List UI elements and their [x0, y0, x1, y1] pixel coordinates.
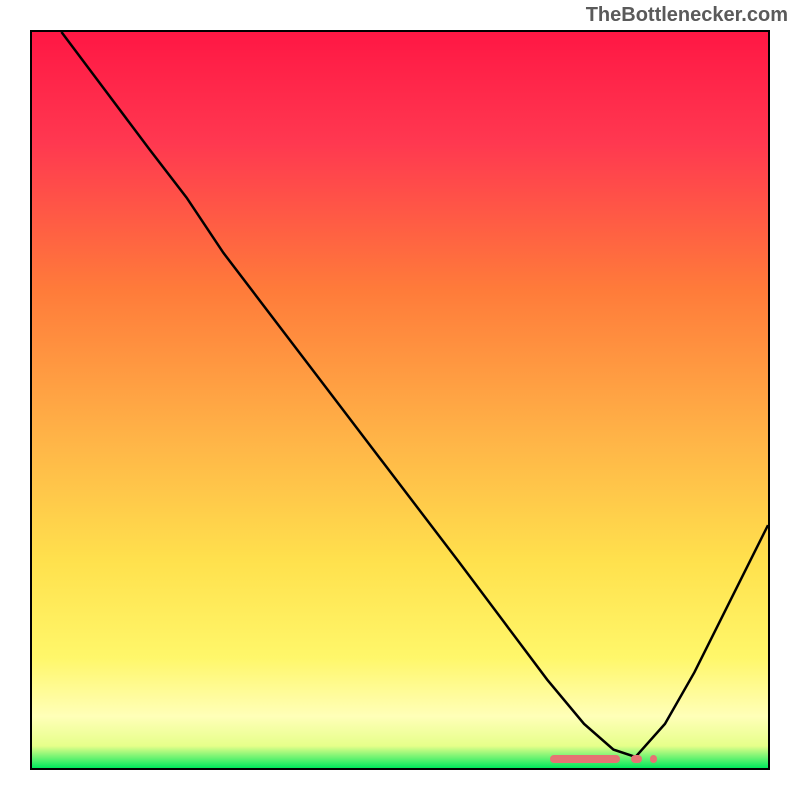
valley-marker	[650, 755, 657, 763]
valley-marker	[550, 755, 620, 763]
watermark-text: TheBottlenecker.com	[586, 4, 788, 27]
chart-area	[30, 30, 770, 770]
valley-marker	[631, 755, 642, 763]
curve-line	[32, 32, 768, 768]
